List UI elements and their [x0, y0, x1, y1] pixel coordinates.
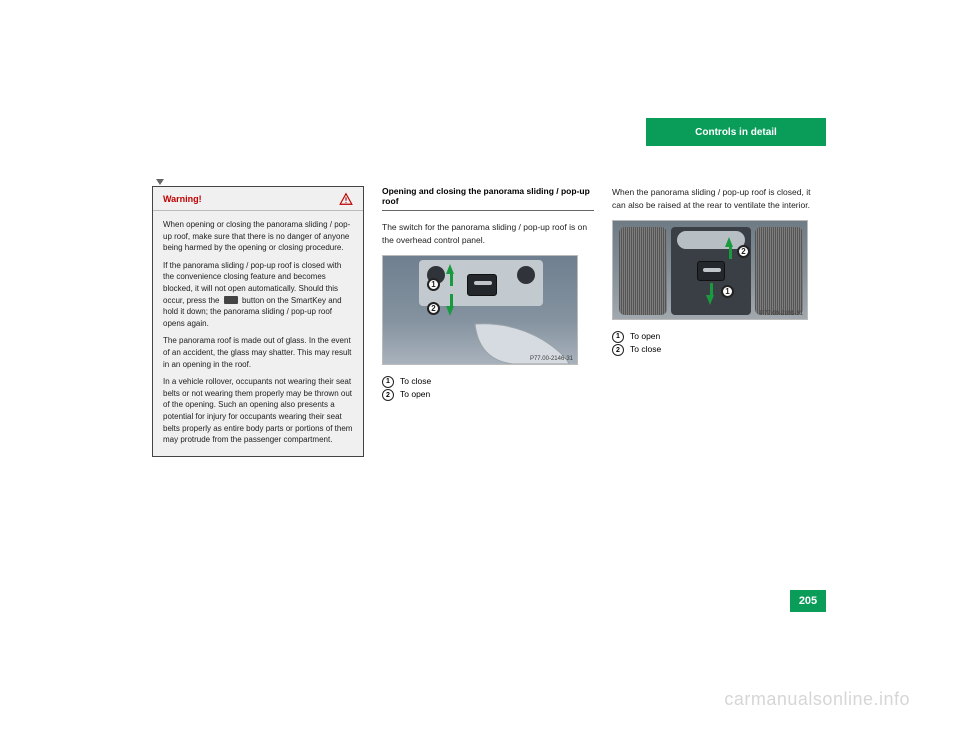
arrow-b2-stem	[729, 245, 732, 259]
legend-b-badge-1: 1	[612, 331, 624, 343]
warning-p1: When opening or closing the panorama sli…	[163, 219, 353, 254]
switch-slot	[474, 281, 492, 285]
warning-title: Warning!	[163, 194, 202, 204]
legend-row-2: 2 To open	[382, 388, 594, 402]
column-2: Opening and closing the panorama sliding…	[382, 186, 594, 457]
figure-overhead-panel-b: 1 2 P77.00-2101-31	[612, 220, 808, 320]
content-columns: Warning! When opening or closing the pan…	[152, 186, 824, 457]
arrow-1-up-icon	[446, 264, 454, 274]
callout-2: 2	[427, 302, 440, 315]
unlock-key-icon	[224, 296, 238, 304]
warning-body: When opening or closing the panorama sli…	[153, 211, 363, 456]
section-tab: Controls in detail	[646, 118, 826, 146]
callout-1: 1	[427, 278, 440, 291]
speaker-grille-right	[755, 227, 803, 315]
warning-box: Warning! When opening or closing the pan…	[152, 186, 364, 457]
figure-b-label: P77.00-2101-31	[760, 311, 803, 317]
panel-button-right	[517, 266, 535, 284]
arrow-b1-down-icon	[706, 295, 714, 305]
callout-b1: 1	[721, 285, 734, 298]
footer-strip	[120, 636, 840, 650]
legend-b-row-2: 2 To close	[612, 343, 824, 357]
legend-b-text-1: To open	[630, 330, 660, 344]
top-bar	[677, 231, 745, 249]
col2-intro: The switch for the panorama sliding / po…	[382, 221, 594, 247]
arrow-b2-up-icon	[725, 237, 733, 247]
figure-a-label: P77.00-2146-31	[530, 356, 573, 362]
col3-legend: 1 To open 2 To close	[612, 330, 824, 357]
warning-p3: The panorama roof is made out of glass. …	[163, 335, 353, 370]
legend-b-row-1: 1 To open	[612, 330, 824, 344]
col2-rule	[382, 210, 594, 211]
section-subheader: Power windows	[763, 150, 826, 160]
column-1: Warning! When opening or closing the pan…	[152, 186, 364, 457]
legend-badge-1: 1	[382, 376, 394, 388]
callout-b2: 2	[737, 245, 750, 258]
col2-legend: 1 To close 2 To open	[382, 375, 594, 402]
warning-p4: In a vehicle rollover, occupants not wea…	[163, 376, 353, 446]
section-tab-label: Controls in detail	[695, 127, 777, 138]
legend-text-1: To close	[400, 375, 431, 389]
roof-switch-b	[697, 261, 725, 281]
col2-heading: Opening and closing the panorama sliding…	[382, 186, 594, 206]
warning-triangle-icon	[339, 192, 353, 206]
col3-intro-text: When the panorama sliding / pop-up roof …	[612, 186, 824, 212]
manual-page: Controls in detail Power windows Warning…	[120, 110, 840, 650]
watermark-text: carmanualsonline.info	[724, 689, 910, 710]
figure-overhead-panel-a: 1 2 P77.00-2146-31	[382, 255, 578, 365]
legend-badge-2: 2	[382, 389, 394, 401]
legend-b-text-2: To close	[630, 343, 661, 357]
page-number: 205	[790, 590, 826, 612]
warning-header: Warning!	[153, 187, 363, 211]
roof-switch	[467, 274, 497, 296]
figure-a-bg: 1 2	[383, 256, 577, 364]
arrow-2-down-icon	[446, 306, 454, 316]
legend-row-1: 1 To close	[382, 375, 594, 389]
col2-intro-text: The switch for the panorama sliding / po…	[382, 221, 594, 247]
figure-b-bg: 1 2	[613, 221, 807, 319]
bullet-triangle-icon	[156, 179, 164, 185]
arrow-1-stem	[450, 272, 453, 286]
warning-p2: If the panorama sliding / pop-up roof is…	[163, 260, 353, 330]
legend-text-2: To open	[400, 388, 430, 402]
legend-b-badge-2: 2	[612, 344, 624, 356]
speaker-grille-left	[619, 227, 667, 315]
switch-slot-b	[703, 268, 721, 272]
col3-intro: When the panorama sliding / pop-up roof …	[612, 186, 824, 212]
column-3: When the panorama sliding / pop-up roof …	[612, 186, 824, 457]
